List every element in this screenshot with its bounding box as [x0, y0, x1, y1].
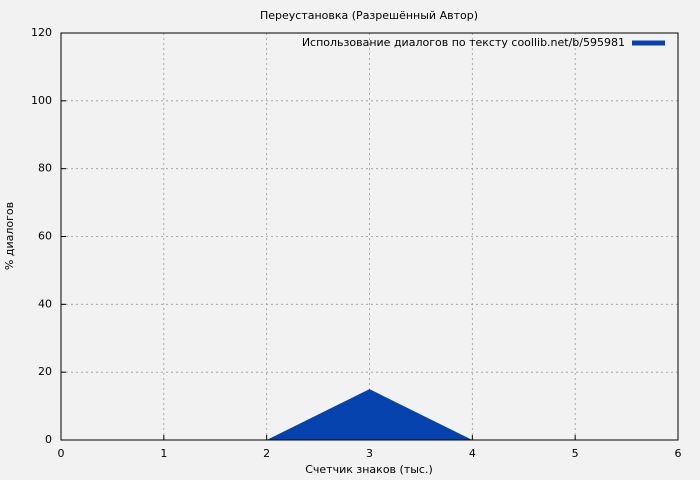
- area: [61, 389, 678, 440]
- x-tick-label: 4: [469, 447, 476, 460]
- y-tick-label: 20: [38, 365, 52, 378]
- y-tick-label: 60: [38, 230, 52, 243]
- x-tick-label: 2: [263, 447, 270, 460]
- x-axis-label: Счетчик знаков (тыс.): [305, 463, 433, 476]
- x-tick-label: 3: [366, 447, 373, 460]
- x-tick-label: 5: [572, 447, 579, 460]
- chart-title: Переустановка (Разрешённый Автор): [260, 9, 478, 22]
- y-tick-label: 40: [38, 297, 52, 310]
- y-tick-label: 0: [45, 433, 52, 446]
- y-tick-label: 120: [31, 26, 52, 39]
- y-tick-label: 80: [38, 162, 52, 175]
- x-tick-label: 6: [675, 447, 682, 460]
- legend-label: Использование диалогов по тексту coollib…: [302, 36, 625, 49]
- plot-frame: [60, 32, 679, 441]
- x-tick-label: 1: [160, 447, 167, 460]
- y-axis-label: % диалогов: [3, 202, 16, 270]
- y-tick-label: 100: [31, 94, 52, 107]
- x-tick-label: 0: [58, 447, 65, 460]
